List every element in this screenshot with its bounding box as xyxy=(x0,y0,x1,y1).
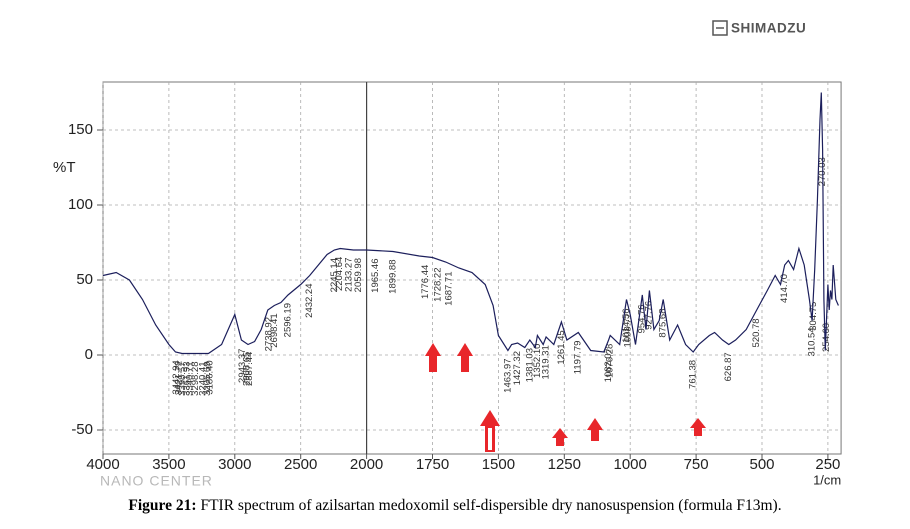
peak-label: 927.76 xyxy=(644,301,655,330)
arrows xyxy=(425,343,706,452)
x-tick-label: 750 xyxy=(684,456,709,473)
arrow xyxy=(587,418,603,441)
peak-label: 3240.41 xyxy=(198,362,209,396)
peak-label: 304.75 xyxy=(808,302,819,331)
x-tick-label: 4000 xyxy=(86,456,119,473)
peak-label: 875.68 xyxy=(658,309,669,338)
peak-label: 3421.72 xyxy=(174,361,185,395)
peak-label: 1261.45 xyxy=(556,330,567,364)
peak-label: 2133.27 xyxy=(344,258,355,292)
peak-label: 1687.71 xyxy=(443,272,454,306)
peak-label: 2059.98 xyxy=(353,258,364,292)
y-tick-label: 0 xyxy=(85,346,93,363)
spectrum-line xyxy=(102,92,839,355)
y-tick-label: 100 xyxy=(68,196,93,213)
y-tick-label: 150 xyxy=(68,121,93,138)
peak-label: 1352.10 xyxy=(532,344,543,378)
y-tick-label: -50 xyxy=(71,421,93,438)
figure-label: Figure 21: xyxy=(128,497,197,514)
arrow xyxy=(457,343,473,372)
chart: SHIMADZU -50 0 50 100 150 4000 3500 3000 2500 200… xyxy=(53,20,842,489)
peak-label: 1197.79 xyxy=(573,341,584,375)
logo-text: SHIMADZU xyxy=(731,21,806,36)
peak-label: 3205.69 xyxy=(202,362,213,396)
arrow xyxy=(552,428,568,446)
peak-label: 2738.92 xyxy=(264,317,275,351)
peak-label: 1076.28 xyxy=(605,344,616,378)
figure-caption: Figure 21: FTIR spectrum of azilsartan m… xyxy=(0,497,910,515)
logo: SHIMADZU xyxy=(712,20,806,36)
peak-label: 520.78 xyxy=(751,318,762,347)
peak-labels: 3442.943421.723398.573361.933340.713298.… xyxy=(171,157,832,396)
plot-frame xyxy=(102,81,842,455)
arrow xyxy=(690,418,706,436)
y-tick-label: 50 xyxy=(76,271,93,288)
peak-label: 1776.44 xyxy=(420,265,431,299)
peak-label: 1014.56 xyxy=(621,309,632,343)
x-tick-label: 1250 xyxy=(548,456,581,473)
peak-label: 1008.77 xyxy=(622,313,633,347)
x-tick-label: 1000 xyxy=(614,456,647,473)
peak-label: 1965.46 xyxy=(370,259,381,293)
peak-label: 3298.28 xyxy=(190,362,201,396)
peak-label: 954.76 xyxy=(637,304,648,333)
x-tick-label: 1500 xyxy=(482,456,515,473)
x-axis-label: 1/cm xyxy=(813,472,841,487)
x-tick-label: 250 xyxy=(815,456,840,473)
peak-label: 2908.65 xyxy=(241,352,252,386)
peak-label: 3442.94 xyxy=(171,360,182,394)
peak-label: 761.38 xyxy=(688,360,699,389)
peak-label: 1728.22 xyxy=(433,268,444,302)
y-axis-label: %T xyxy=(53,159,76,176)
peak-label: 3186.40 xyxy=(205,360,216,394)
arrow xyxy=(425,343,441,372)
logo-icon xyxy=(712,20,728,36)
peak-label: 2943.37 xyxy=(237,349,248,383)
x-tick-label: 2500 xyxy=(284,456,317,473)
peak-label: 3398.57 xyxy=(177,362,188,396)
peak-label: 3361.93 xyxy=(182,362,193,396)
peak-label: 3340.71 xyxy=(184,362,195,396)
peak-label: 2596.19 xyxy=(283,303,294,337)
peak-label: 2204.64 xyxy=(334,257,345,291)
x-tick-label: 1750 xyxy=(416,456,449,473)
arrow-highlight xyxy=(488,428,492,450)
peak-label: 1463.97 xyxy=(502,359,513,393)
peak-label: 1899.88 xyxy=(388,260,399,294)
peak-label: 2887.44 xyxy=(244,352,255,386)
peak-label: 1381.03 xyxy=(524,348,535,382)
peak-label: 1427.32 xyxy=(512,351,523,385)
x-tick-label: 2000 xyxy=(350,456,383,473)
peak-label: 1319.31 xyxy=(541,345,552,379)
watermark: NANO CENTER xyxy=(100,473,213,489)
peak-label: 254.60 xyxy=(821,323,832,352)
peak-label: 2432.24 xyxy=(304,284,315,318)
x-tick-label: 500 xyxy=(749,456,774,473)
peak-label: 1082.07 xyxy=(603,348,614,382)
peak-label: 310.54 xyxy=(806,327,817,356)
peak-label: 2245.14 xyxy=(329,258,340,292)
x-tick-label: 3000 xyxy=(218,456,251,473)
figure-text: FTIR spectrum of azilsartan medoxomil se… xyxy=(200,497,782,514)
peak-label: 626.87 xyxy=(723,352,734,381)
grid: -50 0 50 100 150 4000 3500 3000 2500 2000 1750 1500… xyxy=(53,81,842,487)
peak-label: 2698.41 xyxy=(269,313,280,347)
peak-label: 414.70 xyxy=(779,274,790,303)
x-tick-label: 3500 xyxy=(152,456,185,473)
